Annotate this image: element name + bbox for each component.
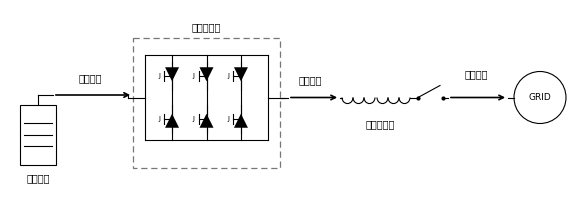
Text: 储能设备: 储能设备	[26, 173, 49, 183]
Text: 交流电能: 交流电能	[298, 75, 322, 86]
Text: 隔离变压器: 隔离变压器	[365, 119, 395, 130]
Text: J: J	[158, 73, 160, 79]
Text: 双向逆变器: 双向逆变器	[192, 22, 221, 32]
Polygon shape	[234, 67, 248, 81]
Polygon shape	[200, 114, 214, 128]
Text: J: J	[227, 116, 229, 122]
Polygon shape	[234, 114, 248, 128]
Text: GRID: GRID	[528, 93, 551, 102]
Bar	[20, 105, 56, 165]
Text: J: J	[193, 116, 194, 122]
Bar	[133, 38, 280, 168]
Text: 交流电能: 交流电能	[465, 70, 488, 79]
Polygon shape	[200, 67, 214, 81]
Polygon shape	[165, 114, 179, 128]
Text: J: J	[158, 116, 160, 122]
Text: J: J	[193, 73, 194, 79]
Text: J: J	[227, 73, 229, 79]
Polygon shape	[165, 67, 179, 81]
Text: 直流电能: 直流电能	[79, 73, 102, 83]
